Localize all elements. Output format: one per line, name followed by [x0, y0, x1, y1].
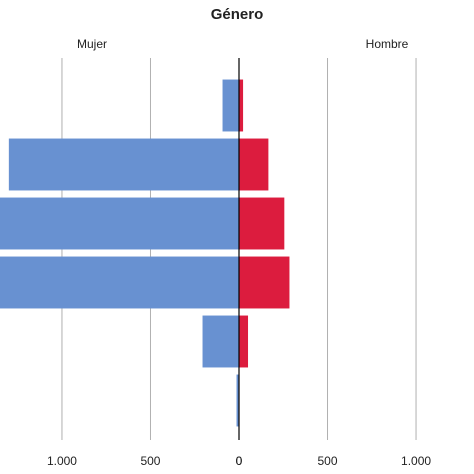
bar	[239, 197, 285, 250]
x-tick-label: 1.000	[47, 454, 77, 468]
x-tick-label: 500	[140, 454, 160, 468]
panel-label: Hombre	[366, 37, 409, 51]
bar	[239, 79, 244, 132]
bar	[239, 256, 290, 309]
bar	[0, 256, 240, 309]
bar	[239, 138, 269, 191]
bar	[0, 197, 240, 250]
panel-label: Mujer	[77, 37, 107, 51]
x-tick-label: 0	[236, 454, 243, 468]
bar	[236, 374, 239, 427]
bar	[222, 79, 239, 132]
x-tick-label: 0	[236, 454, 243, 468]
bar	[239, 315, 249, 368]
bar	[202, 315, 239, 368]
x-tick-label: 1.000	[401, 454, 431, 468]
x-tick-label: 500	[318, 454, 338, 468]
bar	[8, 138, 239, 191]
chart-title: Género	[211, 6, 264, 23]
